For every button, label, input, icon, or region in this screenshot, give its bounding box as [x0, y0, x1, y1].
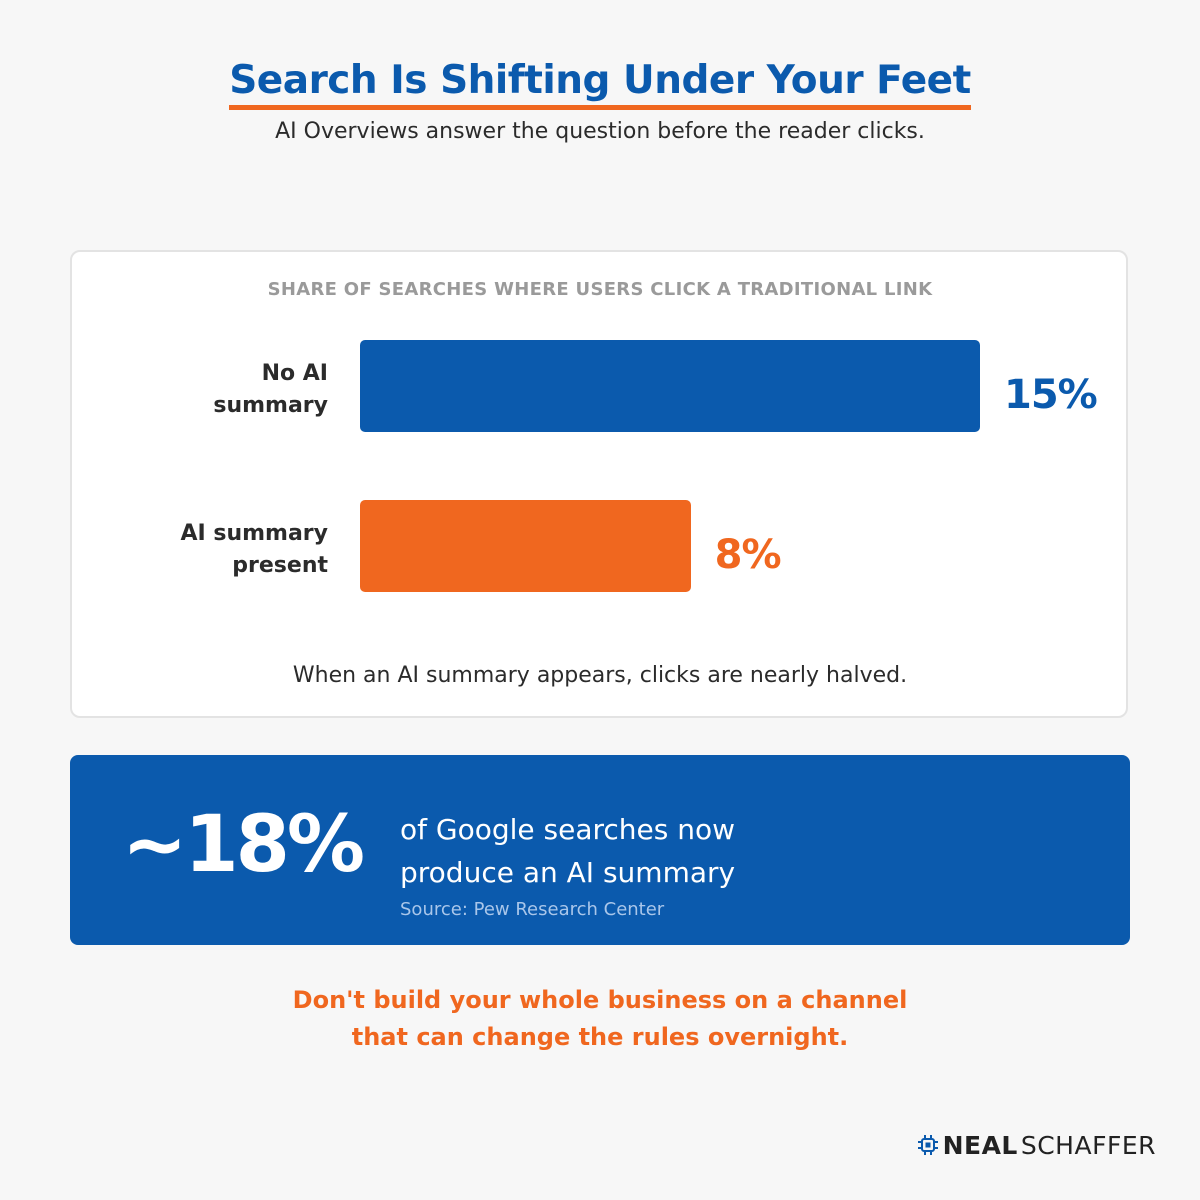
circuit-chip-icon — [917, 1135, 938, 1155]
takeaway-line: that can change the rules overnight. — [351, 1023, 849, 1051]
page-title-wrap: Search Is Shifting Under Your Feet — [0, 58, 1200, 110]
bar-no-ai-summary — [360, 340, 980, 432]
category-label-ai-present: AI summary present — [108, 518, 328, 582]
bar-ai-summary-present — [360, 500, 691, 592]
value-label-no-ai-summary: 15% — [1004, 372, 1098, 418]
chart-title: SHARE OF SEARCHES WHERE USERS CLICK A TR… — [267, 279, 933, 300]
stat-value: ~18% — [122, 800, 365, 890]
chart-card — [70, 250, 1128, 718]
chart-note: When an AI summary appears, clicks are n… — [292, 663, 908, 688]
brand-name-light: SCHAFFER — [1020, 1130, 1156, 1160]
takeaway-line: Don't build your whole business on a cha… — [292, 986, 908, 1014]
page-subtitle: AI Overviews answer the question before … — [275, 119, 925, 144]
stat-description-line: produce an AI summary — [400, 856, 736, 889]
value-label-ai-summary-present: 8% — [714, 532, 782, 578]
category-label-line: AI summary — [180, 521, 328, 546]
brand-name-bold: NEAL — [942, 1130, 1018, 1160]
page-title: Search Is Shifting Under Your Feet — [229, 58, 971, 110]
category-label-line: present — [232, 553, 328, 578]
category-label-no-ai: No AI summary — [108, 358, 328, 422]
category-label-line: No AI — [261, 361, 328, 386]
stat-callout — [70, 755, 1130, 945]
stat-source: Source: Pew Research Center — [400, 899, 665, 920]
takeaway-message: Don't build your whole business on a cha… — [0, 982, 1200, 1056]
category-label-line: summary — [213, 393, 328, 418]
brand-logo: NEAL SCHAFFER — [917, 1127, 1156, 1163]
stat-description: of Google searches now produce an AI sum… — [400, 808, 735, 894]
stat-description-line: of Google searches now — [400, 813, 736, 846]
